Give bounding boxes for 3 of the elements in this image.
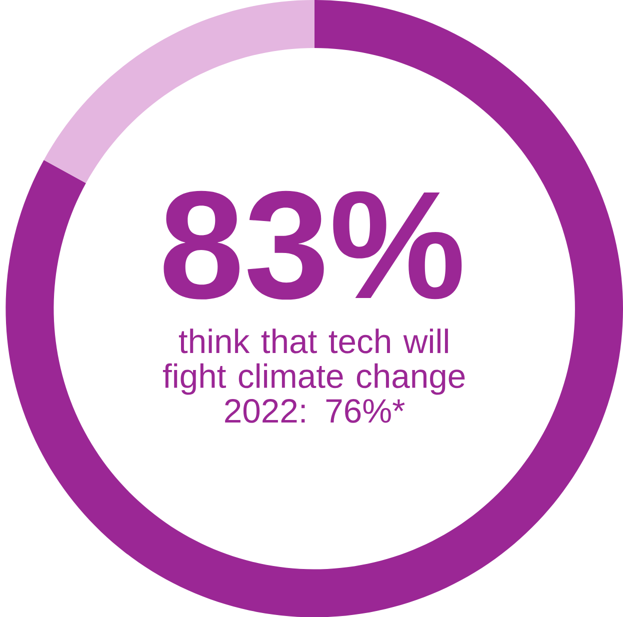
data-label: 83%: [164, 190, 462, 300]
text: think that tech will fight climate change: [162, 328, 465, 395]
text: 2022: 76%*: [225, 398, 405, 423]
